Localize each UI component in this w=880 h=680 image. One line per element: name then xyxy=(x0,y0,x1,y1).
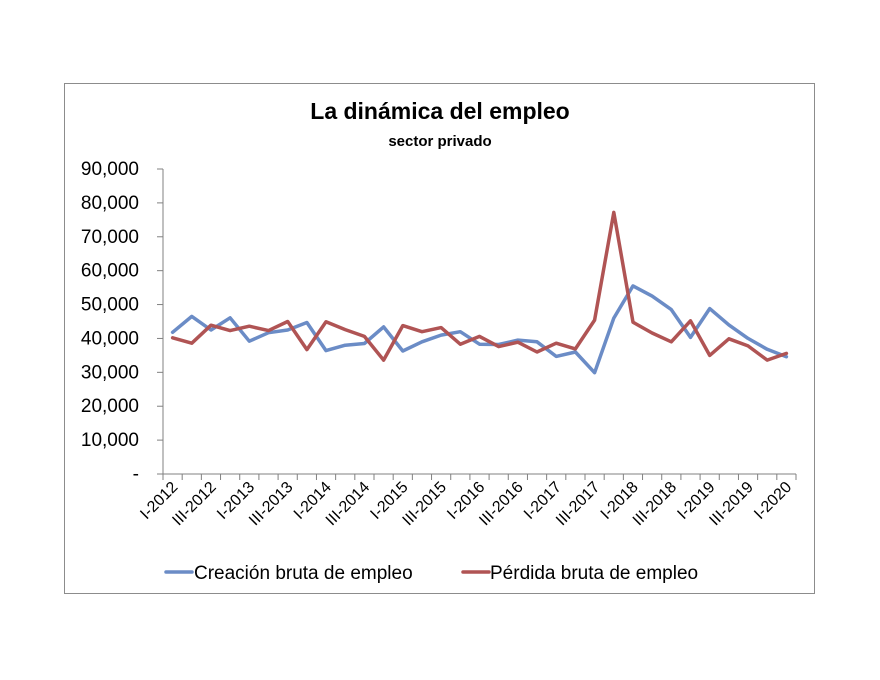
legend-label-2: Pérdida bruta de empleo xyxy=(490,563,698,584)
y-tick-label: 80,000 xyxy=(81,193,139,214)
x-tick-label: I-2020 xyxy=(751,479,795,523)
y-tick-label: 60,000 xyxy=(81,261,139,282)
series-line-2 xyxy=(170,210,789,362)
x-tick-label: III-2019 xyxy=(706,479,756,529)
x-tick-label: III-2016 xyxy=(476,479,526,529)
x-tick-label: III-2012 xyxy=(169,479,219,529)
x-tick-label: III-2014 xyxy=(323,479,373,529)
y-tick-label: 90,000 xyxy=(81,159,139,180)
y-tick-label: 50,000 xyxy=(81,295,139,316)
x-tick-label: III-2017 xyxy=(553,479,603,529)
y-axis: - 10,000 20,000 30,000 40,000 50,000 60,000 70,… xyxy=(81,159,164,485)
x-tick-label: III-2015 xyxy=(400,479,450,529)
chart-subtitle: sector privado xyxy=(388,133,491,150)
y-tick-label: 40,000 xyxy=(81,328,139,349)
x-axis: I-2012III-2012I-2013III-2013I-2014III-20… xyxy=(137,473,797,529)
y-tick-label: 10,000 xyxy=(81,430,139,451)
chart-frame xyxy=(64,83,815,594)
series-layer xyxy=(170,210,789,375)
x-tick-label: III-2013 xyxy=(246,479,296,529)
legend: Creación bruta de empleo Pérdida bruta de… xyxy=(164,563,698,584)
y-tick-label: 70,000 xyxy=(81,227,139,248)
chart-title: La dinámica del empleo xyxy=(310,98,569,124)
y-tick-label: - xyxy=(133,464,139,485)
x-tick-label: III-2018 xyxy=(630,479,680,529)
y-tick-label: 30,000 xyxy=(81,362,139,383)
legend-label-1: Creación bruta de empleo xyxy=(194,563,413,584)
y-tick-label: 20,000 xyxy=(81,396,139,417)
